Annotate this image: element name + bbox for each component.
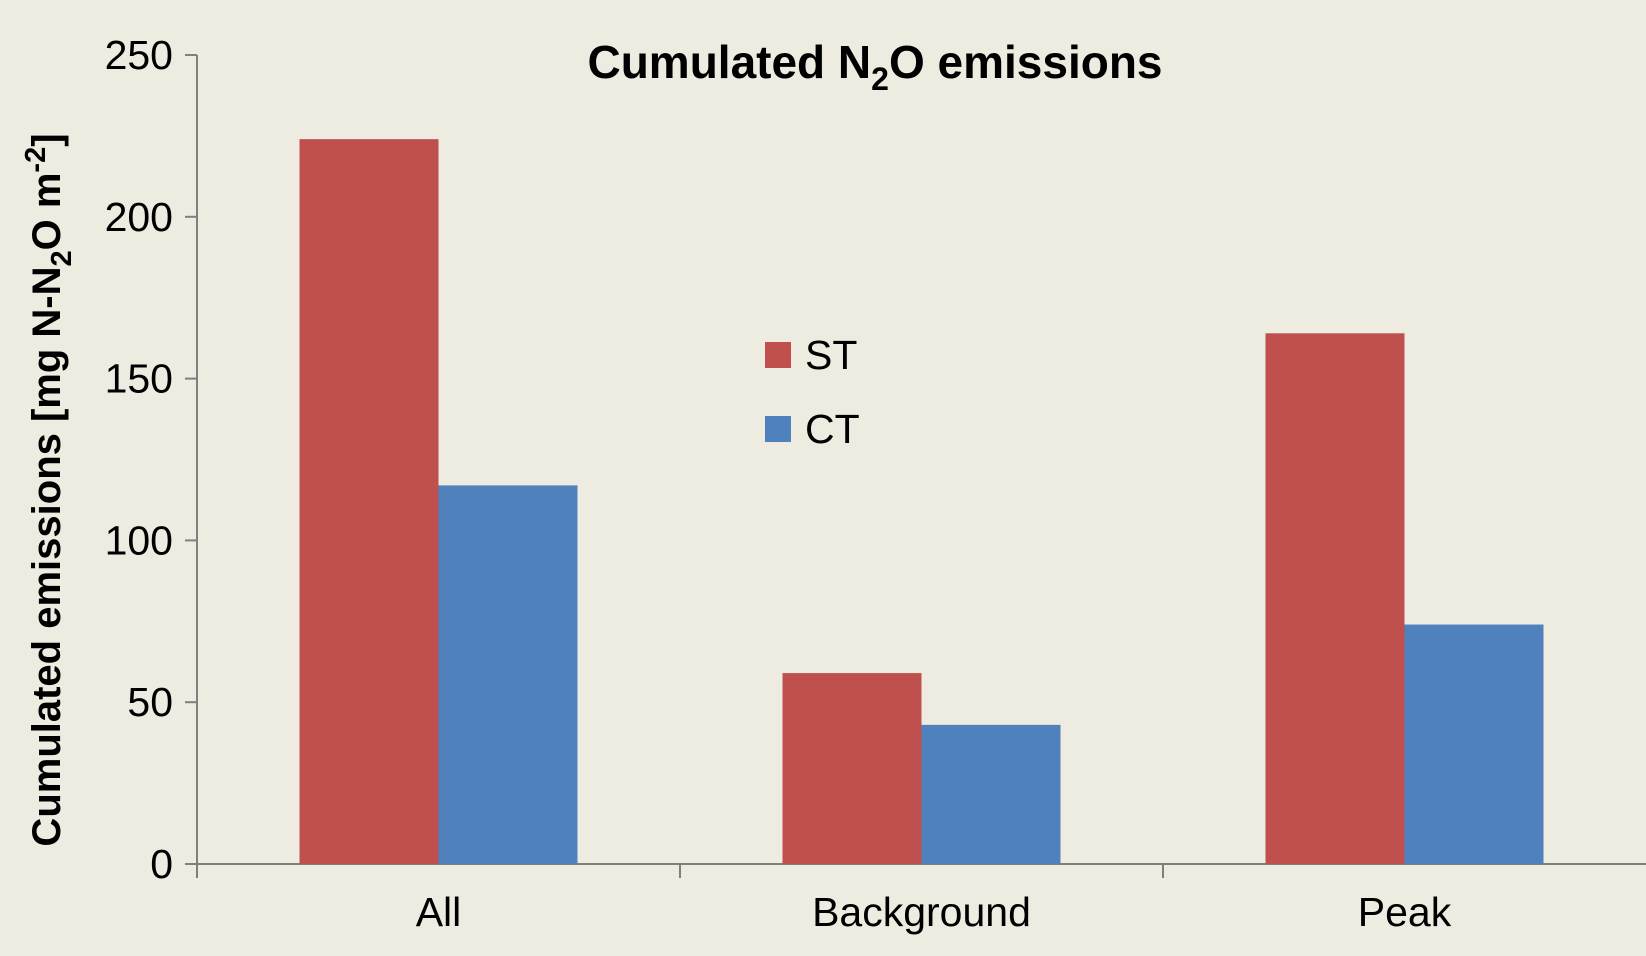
y-tick-label: 200 (105, 194, 173, 240)
y-tick-label: 150 (105, 356, 173, 402)
y-axis-title-part3: ] (25, 133, 69, 146)
y-tick-label: 100 (105, 517, 173, 563)
legend-label-st: ST (805, 332, 857, 378)
chart-title-suffix: O emissions (889, 36, 1163, 88)
y-axis-title-superscript: -2 (20, 147, 52, 173)
chart-title-subscript: 2 (871, 61, 889, 97)
y-tick-label: 0 (150, 841, 173, 887)
chart-title: Cumulated N2O emissions (587, 36, 1162, 97)
y-axis-title: Cumulated emissions [mg N-N2O m-2] (20, 133, 78, 846)
bar-ct-peak (1404, 624, 1544, 864)
y-ticks: 0 50 100 150 200 250 (105, 32, 197, 887)
x-ticks: All Background Peak (196, 864, 1452, 935)
bar-st-peak (1265, 333, 1405, 864)
y-axis-title-part1: Cumulated emissions [mg N-N (25, 266, 69, 846)
y-axis-title-subscript: 2 (46, 250, 78, 266)
y-tick-label: 250 (105, 32, 173, 78)
chart-title-prefix: Cumulated N (587, 36, 871, 88)
x-tick-label: All (416, 889, 462, 935)
legend: ST CT (765, 332, 860, 452)
legend-swatch-ct (765, 416, 791, 442)
x-tick-label: Peak (1358, 889, 1452, 935)
x-tick-label: Background (812, 889, 1031, 935)
bars (299, 139, 1544, 865)
legend-label-ct: CT (805, 406, 860, 452)
bar-st-background (782, 673, 922, 864)
y-axis-title-part2: O m (25, 173, 69, 251)
bar-ct-all (438, 485, 578, 864)
y-tick-label: 50 (127, 679, 173, 725)
bar-ct-background (921, 724, 1061, 864)
legend-swatch-st (765, 342, 791, 368)
bar-st-all (299, 139, 439, 865)
